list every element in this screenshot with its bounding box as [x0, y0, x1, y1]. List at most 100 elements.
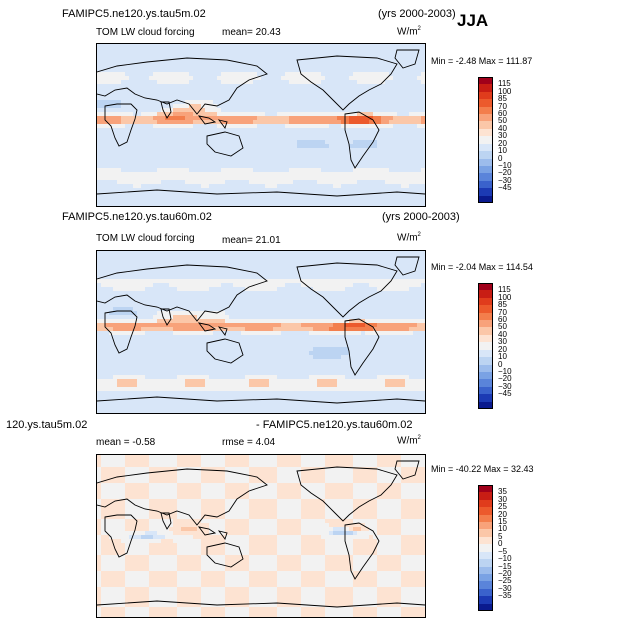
coastline: [197, 322, 228, 336]
colorbar-swatch: [478, 588, 493, 597]
colorbar-swatch: [478, 596, 493, 605]
panel-1-map: [96, 43, 426, 207]
panel-2-map: [96, 250, 426, 414]
colorbar-swatch: [478, 357, 493, 366]
panel-3-minmax: Min = -40.22 Max = 32.43: [431, 464, 534, 474]
colorbar-swatch: [478, 492, 493, 501]
coastline: [206, 542, 244, 568]
colorbar-swatch: [478, 121, 493, 130]
colorbar-tick-label: 115: [498, 79, 511, 89]
colorbar-tick-label: 30: [498, 131, 507, 141]
coastline: [394, 49, 420, 69]
coastline: [344, 522, 380, 580]
coastline: [104, 103, 138, 147]
colorbar-tick-label: 20: [498, 344, 507, 354]
coastline: [104, 310, 138, 354]
colorbar-tick-label: −25: [498, 576, 512, 586]
panel-3-period: - FAMIPC5.ne120.ys.tau60m.02: [256, 419, 413, 431]
colorbar-tick-label: −10: [498, 554, 512, 564]
colorbar-swatch: [478, 305, 493, 314]
colorbar-tick-label: 85: [498, 94, 507, 104]
coastline: [344, 318, 380, 376]
season-label: JJA: [457, 11, 489, 30]
colorbar-tick-label: −15: [498, 561, 512, 571]
coastline: [296, 55, 398, 111]
coastline: [296, 262, 398, 318]
colorbar-swatch: [478, 312, 493, 321]
colorbar-swatch: [478, 195, 493, 204]
colorbar-swatch: [478, 386, 493, 395]
colorbar-swatch: [478, 158, 493, 167]
colorbar-swatch: [478, 297, 493, 306]
colorbar-swatch: [478, 136, 493, 145]
colorbar-tick-label: −5: [498, 546, 508, 556]
colorbar-tick-label: −45: [498, 183, 512, 193]
colorbar-tick-label: 30: [498, 337, 507, 347]
panel-2-period: (yrs 2000-2003): [382, 211, 460, 223]
colorbar-swatch: [478, 603, 493, 612]
coastline: [344, 111, 380, 169]
colorbar-tick-label: 0: [498, 539, 503, 549]
colorbar-swatch: [478, 180, 493, 189]
colorbar-swatch: [478, 128, 493, 137]
colorbar-tick-label: −35: [498, 591, 512, 601]
colorbar-tick-label: −20: [498, 168, 512, 178]
colorbar-tick-label: 100: [498, 86, 512, 96]
colorbar-swatch: [478, 99, 493, 108]
panel-2-colorbar: 115 100 85 70 60 50 40 30 20 10 0 −10 −20 −30 −45: [478, 283, 538, 410]
colorbar-swatch: [478, 566, 493, 575]
panel-2-mean: mean= 21.01: [222, 235, 281, 246]
colorbar-swatch: [478, 114, 493, 122]
colorbar-swatch: [478, 379, 493, 388]
colorbar-tick-label: 30: [498, 494, 507, 504]
coastline: [97, 396, 425, 404]
coastlines: [97, 460, 425, 608]
panel-2-title: FAMIPC5.ne120.ys.tau60m.02: [62, 211, 212, 223]
field-cells: [97, 455, 425, 617]
colorbar-tick-label: −10: [498, 160, 512, 170]
coastlines: [97, 256, 425, 404]
coastline: [296, 466, 398, 522]
panel-3-mean: mean = -0.58: [96, 437, 156, 448]
colorbar-swatch: [478, 320, 493, 328]
colorbar-swatch: [478, 544, 493, 553]
colorbar-swatch: [478, 106, 493, 115]
colorbar-tick-label: −45: [498, 389, 512, 399]
colorbar-swatch: [478, 77, 493, 85]
colorbar-swatch: [478, 334, 493, 343]
colorbar-tick-label: 40: [498, 123, 507, 133]
panel-3-map: [96, 454, 426, 618]
colorbar-swatch: [478, 485, 493, 493]
panel-1-units: W/m2: [397, 26, 421, 38]
colorbar-swatch: [478, 514, 493, 523]
coastline: [206, 338, 244, 364]
colorbar-tick-label: 115: [498, 285, 511, 295]
colorbar-swatch: [478, 536, 493, 545]
panel-1-mean: mean= 20.43: [222, 27, 281, 38]
coastline: [206, 131, 244, 157]
colorbar-swatch: [478, 551, 493, 560]
colorbar-tick-label: −20: [498, 374, 512, 384]
colorbar-swatch: [478, 143, 493, 152]
colorbar-swatch: [478, 529, 493, 538]
coastline: [97, 600, 425, 608]
colorbar-swatch: [478, 165, 493, 174]
coastline: [160, 101, 172, 119]
colorbar-tick-label: 0: [498, 359, 503, 369]
coastline: [197, 115, 228, 129]
colorbar-swatch: [478, 290, 493, 299]
colorbar-swatch: [478, 499, 493, 508]
panel-2-units: W/m2: [397, 232, 421, 244]
colorbar-tick-label: 15: [498, 517, 507, 527]
colorbar-swatch: [478, 522, 493, 530]
colorbar-swatch: [478, 371, 493, 380]
colorbar-swatch: [478, 507, 493, 516]
panel-3-title: 120.ys.tau5m.02: [6, 419, 88, 431]
colorbar-tick-label: 70: [498, 307, 507, 317]
colorbar-tick-label: −30: [498, 175, 512, 185]
colorbar-swatch: [478, 342, 493, 351]
colorbar-tick-label: 60: [498, 109, 507, 119]
colorbar-swatch: [478, 349, 493, 358]
colorbar-swatch: [478, 173, 493, 182]
colorbar-tick-label: 10: [498, 352, 507, 362]
